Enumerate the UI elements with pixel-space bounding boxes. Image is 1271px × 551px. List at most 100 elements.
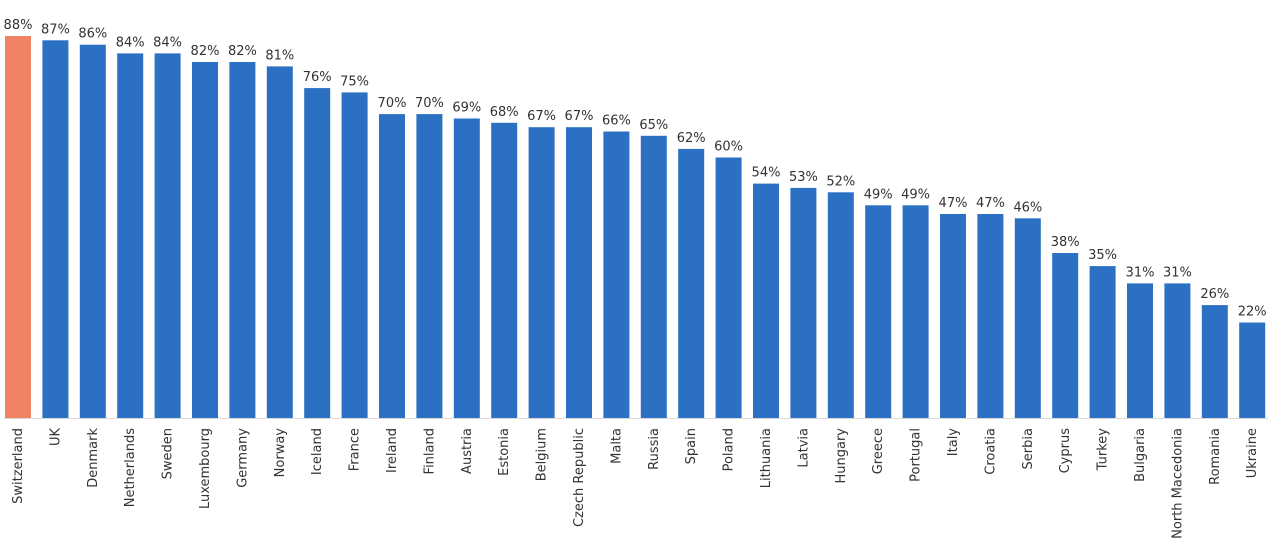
bar-serbia [1014,218,1041,418]
value-label-france: 75% [340,74,369,89]
bar-denmark [79,44,106,418]
value-label-north-macedonia: 31% [1163,265,1192,280]
bar-switzerland [5,36,31,418]
bar-portugal [902,205,929,418]
bar-finland [416,114,443,418]
value-label-denmark: 86% [78,27,107,42]
category-label-croatia: Croatia [983,428,998,475]
value-label-iceland: 76% [303,70,332,85]
category-label-sweden: Sweden [161,428,176,479]
bar-north-macedonia [1164,283,1191,418]
value-label-italy: 47% [939,196,968,211]
value-label-estonia: 68% [490,105,519,120]
category-label-czech-republic: Czech Republic [572,428,587,527]
category-label-belgium: Belgium [535,428,550,481]
value-label-switzerland: 88% [4,18,33,33]
category-label-iceland: Iceland [310,428,325,475]
category-label-italy: Italy [946,428,961,457]
bar-netherlands [117,53,144,419]
category-label-spain: Spain [684,428,699,464]
value-label-latvia: 53% [789,170,818,185]
value-label-uk: 87% [41,22,70,37]
category-labels-layer: Switzerland UK Denmark Netherlands Sweden Lux… [11,428,1260,539]
bar-estonia [491,122,518,419]
bar-iceland [304,88,331,418]
value-label-netherlands: 84% [116,35,145,50]
bar-luxembourg [192,62,218,418]
value-label-ireland: 70% [378,96,407,111]
bar-germany [229,62,256,418]
category-label-serbia: Serbia [1021,428,1036,469]
value-label-serbia: 46% [1013,200,1042,215]
bar-austria [453,118,480,418]
bar-russia [640,135,667,419]
category-label-cyprus: Cyprus [1058,428,1073,474]
category-label-ireland: Ireland [385,428,400,473]
value-label-portugal: 49% [901,187,930,202]
category-label-uk: UK [48,428,63,447]
bar-czech-republic [566,127,592,418]
category-label-denmark: Denmark [86,428,101,488]
bar-uk [42,40,69,419]
bar-sweden [154,53,181,419]
value-label-hungary: 52% [826,174,855,189]
category-label-luxembourg: Luxembourg [198,428,213,509]
category-label-latvia: Latvia [796,428,811,468]
category-label-lithuania: Lithuania [759,428,774,488]
value-label-bulgaria: 31% [1126,265,1155,280]
value-label-poland: 60% [714,140,743,155]
category-label-malta: Malta [609,428,624,464]
value-label-greece: 49% [864,187,893,202]
category-label-portugal: Portugal [909,428,924,482]
bar-ireland [379,114,405,418]
value-label-spain: 62% [677,131,706,146]
category-label-poland: Poland [722,428,737,471]
value-label-croatia: 47% [976,196,1005,211]
value-label-turkey: 35% [1088,248,1117,263]
value-label-czech-republic: 67% [565,109,594,124]
bar-belgium [528,127,555,418]
category-label-estonia: Estonia [497,428,512,476]
category-label-north-macedonia: North Macedonia [1170,428,1185,539]
bar-romania [1201,305,1228,418]
category-label-switzerland: Switzerland [11,428,26,504]
bar-turkey [1089,266,1116,418]
bar-malta [603,131,630,418]
category-label-romania: Romania [1208,428,1223,485]
category-label-austria: Austria [460,428,475,474]
value-label-ukraine: 22% [1238,305,1267,320]
value-label-cyprus: 38% [1051,235,1080,250]
bar-croatia [977,214,1004,418]
value-label-germany: 82% [228,44,257,59]
bar-latvia [790,187,817,418]
category-label-greece: Greece [871,428,886,474]
value-label-russia: 65% [639,118,668,133]
category-label-netherlands: Netherlands [123,428,138,507]
value-label-lithuania: 54% [752,166,781,181]
bar-spain [678,148,705,418]
value-label-romania: 26% [1200,287,1229,302]
bar-lithuania [753,183,779,418]
category-label-bulgaria: Bulgaria [1133,428,1148,482]
value-label-belgium: 67% [527,109,556,124]
category-label-hungary: Hungary [834,428,849,484]
value-label-luxembourg: 82% [191,44,220,59]
bar-cyprus [1052,253,1079,418]
category-label-france: France [348,428,363,471]
category-label-norway: Norway [273,428,288,478]
bar-greece [865,205,892,418]
category-label-turkey: Turkey [1096,428,1111,472]
category-label-russia: Russia [647,428,662,470]
value-label-finland: 70% [415,96,444,111]
bar-ukraine [1239,322,1266,418]
category-label-germany: Germany [235,428,250,488]
value-label-austria: 69% [452,101,481,116]
bar-france [341,92,368,419]
bar-poland [715,157,742,418]
value-labels-layer: 88% 87% 86% 84% 84% 82% 82% 81% 76% 75% 70% 70% 69% 6… [4,18,1267,320]
bar-italy [940,214,966,418]
value-label-norway: 81% [265,48,294,63]
bars-layer [5,36,1266,419]
